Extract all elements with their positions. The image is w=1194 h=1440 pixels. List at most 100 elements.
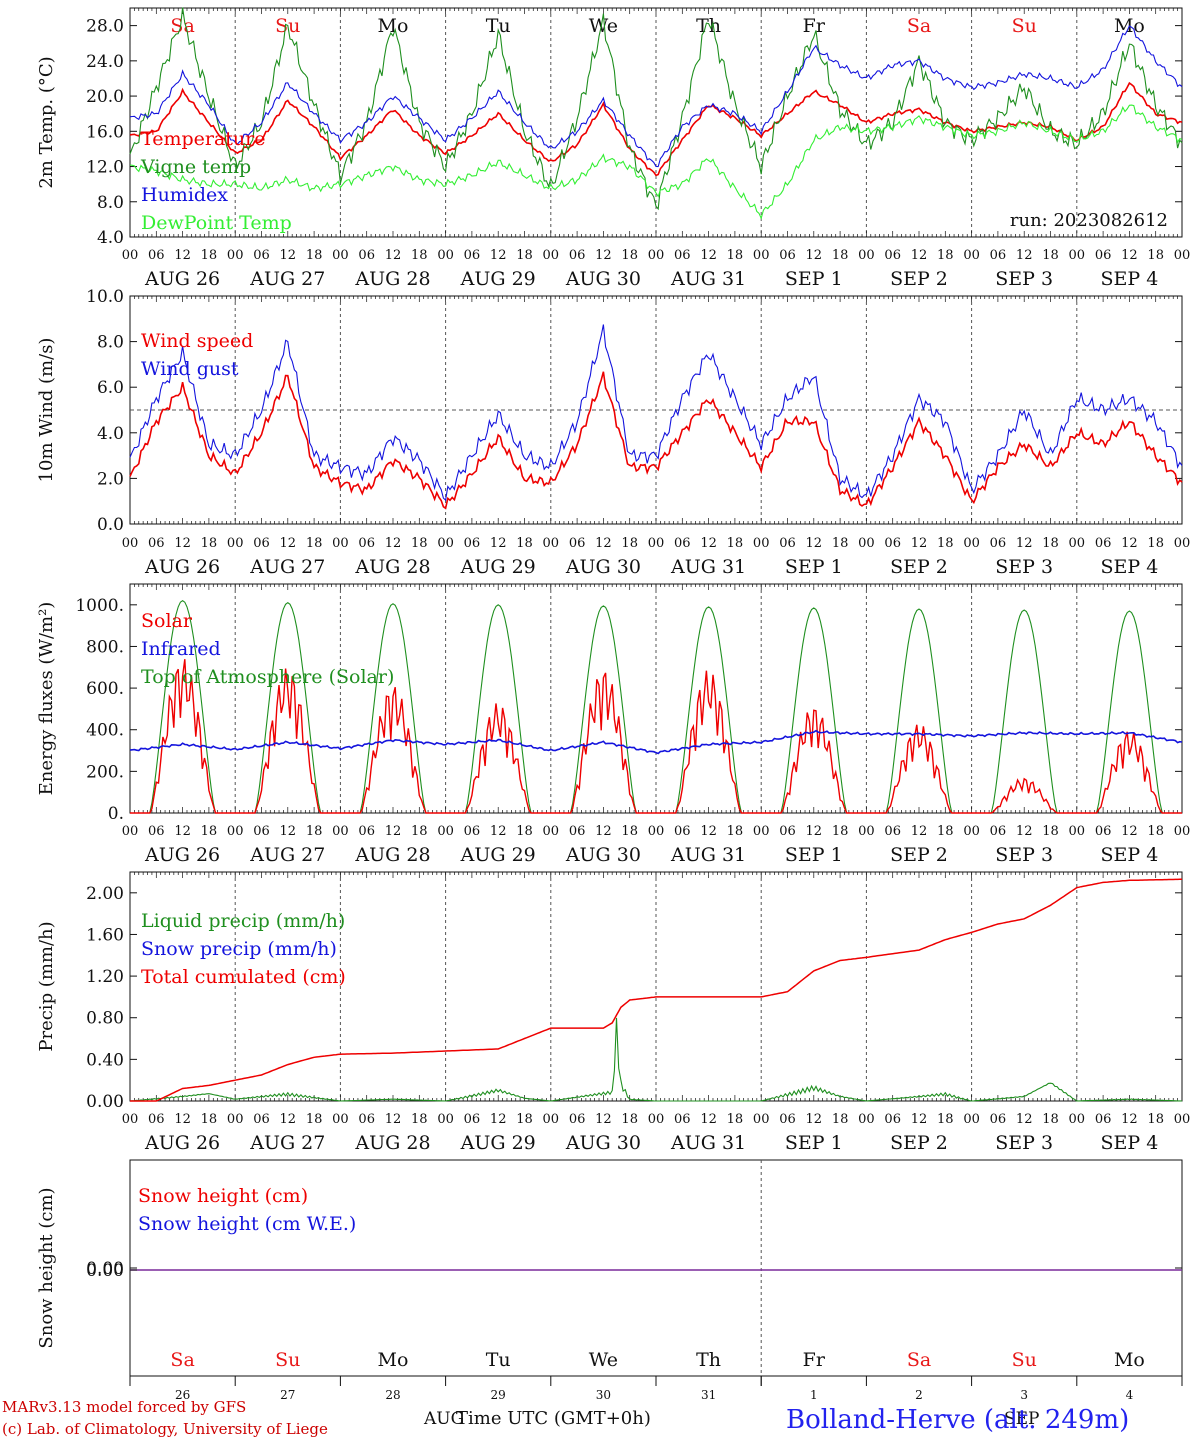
date-label: AUG 29 [460, 268, 536, 290]
hour-tick-label: 12 [911, 248, 928, 263]
hour-tick-label: 00 [1174, 536, 1191, 551]
hour-tick-label: 06 [674, 248, 691, 263]
date-label: AUG 30 [565, 556, 641, 578]
hour-tick-label: 00 [753, 536, 770, 551]
weekday-label: Su [275, 1349, 300, 1371]
y-tick-label: 0.80 [86, 1009, 124, 1029]
y-tick-label: 8.0 [97, 193, 124, 213]
hour-tick-label: 12 [911, 824, 928, 839]
hour-tick-label: 00 [1069, 248, 1086, 263]
y-tick-label: 2.0 [97, 469, 124, 489]
hour-tick-label: 00 [648, 1112, 665, 1127]
hour-tick-label: 06 [990, 248, 1007, 263]
hour-tick-label: 18 [411, 248, 428, 263]
hour-tick-label: 06 [358, 1112, 375, 1127]
month-label-right: SEP [1004, 1409, 1040, 1429]
weekday-label: Tu [486, 15, 511, 37]
date-label: SEP 3 [995, 844, 1053, 866]
y-tick-label: 200. [86, 762, 124, 782]
hour-tick-label: 12 [806, 1112, 823, 1127]
hour-tick-label: 06 [674, 536, 691, 551]
hour-tick-label: 00 [227, 1112, 244, 1127]
hour-tick-label: 06 [779, 1112, 796, 1127]
hour-tick-label: 18 [1147, 248, 1164, 263]
date-label: AUG 29 [460, 1132, 536, 1154]
date-label: AUG 27 [249, 556, 325, 578]
date-label: AUG 31 [670, 268, 746, 290]
panel-3: 0. 200. 400. 600. 800. 1000. Energy fluxes (W/… [36, 583, 1191, 866]
legend-entry: Wind gust [141, 358, 239, 380]
hour-tick-label: 00 [1174, 824, 1191, 839]
hour-tick-label: 06 [148, 824, 165, 839]
date-label: AUG 26 [144, 556, 220, 578]
hour-tick-label: 06 [358, 248, 375, 263]
hour-tick-label: 18 [832, 536, 849, 551]
hour-tick-label: 18 [727, 824, 744, 839]
hour-tick-label: 18 [621, 824, 638, 839]
hour-tick-label: 18 [411, 1112, 428, 1127]
date-label: SEP 3 [995, 268, 1053, 290]
weekday-label: Mo [378, 15, 409, 37]
date-label: SEP 1 [785, 1132, 843, 1154]
date-label: AUG 30 [565, 1132, 641, 1154]
date-label: AUG 29 [460, 844, 536, 866]
hour-tick-label: 12 [1016, 248, 1033, 263]
series-line [129, 729, 1183, 755]
hour-tick-label: 00 [122, 1112, 139, 1127]
hour-tick-label: 12 [700, 824, 717, 839]
y-tick-label: 28.0 [86, 17, 124, 37]
hour-tick-label: 12 [385, 248, 402, 263]
hour-tick-label: 00 [543, 1112, 560, 1127]
hour-tick-label: 06 [779, 248, 796, 263]
date-label: AUG 28 [354, 844, 430, 866]
hour-tick-label: 06 [253, 824, 270, 839]
hour-tick-label: 18 [832, 248, 849, 263]
hour-tick-label: 06 [1095, 248, 1112, 263]
hour-tick-label: 18 [727, 248, 744, 263]
hour-tick-label: 06 [1095, 536, 1112, 551]
y-axis-title: Snow height (cm) [36, 1187, 57, 1348]
weekday-label: Sa [907, 15, 931, 37]
date-label: AUG 31 [670, 556, 746, 578]
day-number-label: 26 [175, 1388, 190, 1402]
day-number-label: 3 [1020, 1388, 1028, 1402]
hour-tick-label: 12 [280, 1112, 297, 1127]
hour-tick-label: 18 [832, 824, 849, 839]
hour-tick-label: 06 [358, 824, 375, 839]
legend-entry: Total cumulated (cm) [141, 966, 346, 988]
hour-tick-label: 18 [621, 536, 638, 551]
hour-tick-label: 18 [411, 536, 428, 551]
hour-tick-label: 00 [963, 248, 980, 263]
hour-tick-label: 18 [1147, 1112, 1164, 1127]
hour-tick-label: 00 [858, 536, 875, 551]
hour-tick-label: 00 [1069, 1112, 1086, 1127]
hour-tick-label: 12 [595, 536, 612, 551]
hour-tick-label: 06 [674, 1112, 691, 1127]
legend-entry: Humidex [141, 184, 228, 206]
weekday-label: Sa [907, 1349, 931, 1371]
weekday-label: Sa [170, 15, 194, 37]
hour-tick-label: 12 [490, 248, 507, 263]
hour-tick-label: 06 [148, 1112, 165, 1127]
y-tick-label: 0.0 [97, 515, 124, 535]
hour-tick-label: 06 [569, 248, 586, 263]
hour-tick-label: 00 [543, 248, 560, 263]
hour-tick-label: 06 [148, 248, 165, 263]
hour-tick-label: 18 [727, 536, 744, 551]
date-label: SEP 4 [1100, 556, 1158, 578]
day-number-label: 29 [491, 1388, 506, 1402]
hour-tick-label: 18 [516, 1112, 533, 1127]
y-tick-label: 4.0 [97, 228, 124, 248]
y-tick-label: 1.60 [86, 925, 124, 945]
model-credit: MARv3.13 model forced by GFS [2, 1398, 246, 1416]
y-axis-title: 2m Temp. (°C) [36, 56, 57, 188]
hour-tick-label: 12 [174, 1112, 191, 1127]
date-label: SEP 4 [1100, 844, 1158, 866]
weekday-label: Su [1012, 1349, 1037, 1371]
hour-tick-label: 12 [1121, 824, 1138, 839]
hour-tick-label: 12 [280, 824, 297, 839]
hour-tick-label: 18 [201, 824, 218, 839]
day-number-label: 30 [596, 1388, 611, 1402]
date-label: SEP 1 [785, 268, 843, 290]
weekday-label: Th [696, 1349, 721, 1371]
